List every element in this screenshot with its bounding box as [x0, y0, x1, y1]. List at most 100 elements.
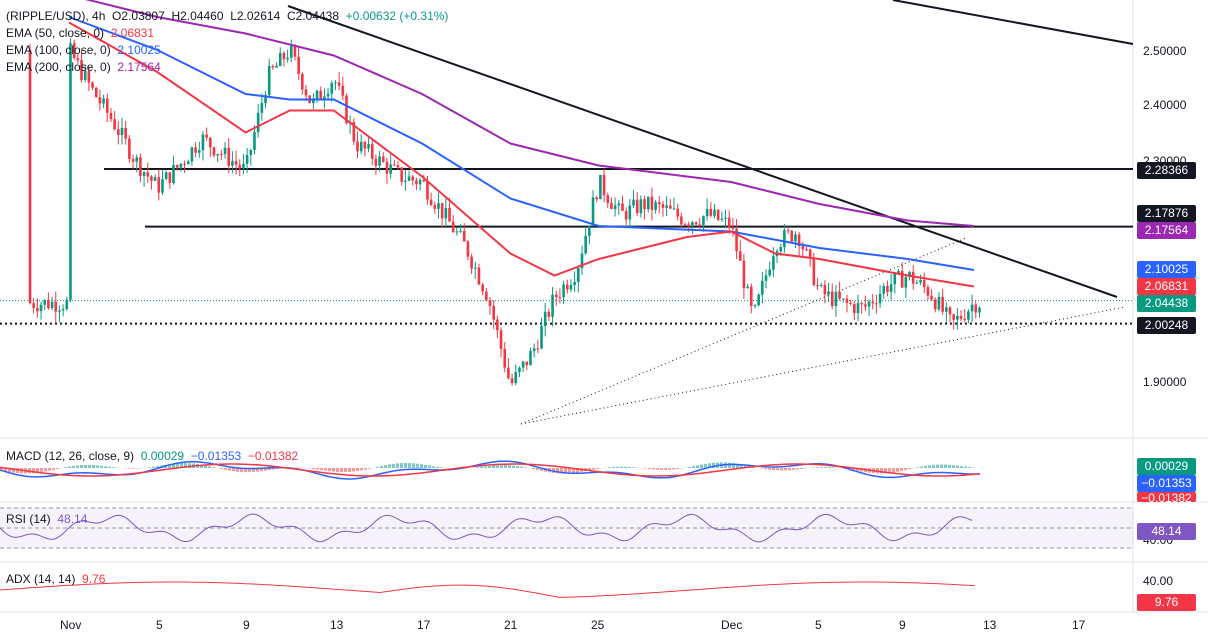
time-tick: 13 — [330, 618, 344, 632]
candle-body — [249, 149, 253, 155]
level-tag-lower[interactable]: 2.00248 — [1137, 317, 1196, 334]
candle-body — [967, 311, 970, 320]
candle-body — [849, 302, 852, 304]
ema50-label: EMA (50, close, 0) — [6, 26, 105, 40]
macd-histogram-bar — [888, 468, 891, 473]
candle-body — [72, 43, 76, 59]
macd-histogram-bar — [108, 466, 111, 468]
macd-histogram-bar — [768, 468, 771, 470]
ema200-tag[interactable]: 2.17564 — [1137, 222, 1196, 239]
rsi-legend[interactable]: RSI (14) 48.14 — [6, 512, 87, 526]
candle-body — [554, 294, 558, 298]
adx-legend[interactable]: ADX (14, 14) 9.76 — [6, 572, 105, 586]
rsi-label: RSI (14) — [6, 512, 51, 526]
candle-body — [650, 196, 654, 210]
macd-histogram-bar — [352, 468, 355, 472]
macd-histogram-bar — [40, 468, 43, 473]
macd-histogram-bar — [892, 468, 895, 473]
candle-body — [709, 208, 713, 216]
macd-histogram-bar — [476, 467, 479, 468]
level-tag-middle[interactable]: 2.17876 — [1137, 205, 1196, 222]
macd-histogram-bar — [644, 468, 647, 469]
macd-histogram-bar — [572, 468, 575, 474]
candle-body — [606, 195, 610, 203]
macd-histogram-bar — [388, 464, 391, 468]
candle-body — [794, 234, 797, 242]
macd-histogram-bar — [612, 466, 615, 468]
macd-histogram-bar — [780, 468, 783, 471]
macd-histogram-bar — [648, 468, 651, 470]
macd-histogram-bar — [932, 464, 935, 468]
macd-histogram-bar — [500, 464, 503, 468]
adx-line — [0, 581, 976, 598]
macd-histogram-bar — [820, 467, 823, 468]
macd-histogram-bar — [624, 466, 627, 468]
candle-body — [448, 207, 451, 222]
candle-body — [65, 299, 69, 309]
candle-body — [529, 351, 532, 366]
candle-body — [543, 311, 547, 327]
macd-histogram-bar — [408, 463, 411, 468]
macd-histogram-bar — [332, 468, 335, 472]
ema50-tag[interactable]: 2.06831 — [1137, 278, 1196, 295]
macd-line-value: −0.01353 — [190, 449, 242, 463]
candle-body — [669, 205, 672, 209]
ema100-legend[interactable]: EMA (100, close, 0) 2.10025 — [6, 42, 161, 58]
ema50-legend[interactable]: EMA (50, close, 0) 2.06831 — [6, 25, 154, 41]
candle-body — [50, 301, 54, 309]
candle-body — [716, 209, 720, 220]
macd-histogram-bar — [764, 468, 767, 470]
candle-body — [124, 127, 127, 139]
candle-body — [400, 167, 403, 182]
candle-body — [867, 301, 871, 307]
macd-histogram-bar — [660, 468, 663, 470]
macd-legend[interactable]: MACD (12, 26, close, 9) 0.00029 −0.01353… — [6, 449, 298, 463]
price-tick: 2.40000 — [1143, 98, 1187, 112]
macd-histogram-bar — [148, 467, 151, 468]
ema200-legend[interactable]: EMA (200, close, 0) 2.17564 — [6, 59, 161, 75]
macd-histogram-bar — [800, 468, 803, 469]
last-price-tag[interactable]: 2.04438 — [1137, 295, 1196, 312]
candle-body — [179, 163, 183, 168]
macd-histogram-bar — [700, 464, 703, 468]
ema100-tag[interactable]: 2.10025 — [1137, 261, 1196, 278]
candle-body — [212, 147, 216, 156]
macd-histogram-bar — [220, 468, 223, 469]
macd-histogram-bar — [252, 468, 255, 472]
candle-body — [223, 147, 227, 155]
macd-histogram-bar — [276, 468, 279, 469]
ema100-label: EMA (100, close, 0) — [6, 43, 111, 57]
macd-histogram-bar — [440, 467, 443, 468]
macd-histogram-bar — [964, 466, 967, 468]
candle-body — [98, 97, 102, 104]
candle-body — [462, 230, 466, 242]
candle-body — [271, 66, 275, 68]
candle-body — [113, 119, 116, 130]
candle-body — [783, 230, 786, 248]
macd-histogram-bar — [112, 467, 115, 468]
macd-histogram-bar — [344, 468, 347, 473]
macd-histogram-bar — [944, 464, 947, 468]
macd-histogram-bar — [712, 462, 715, 468]
macd-histogram-bar — [12, 468, 15, 473]
candle-body — [753, 305, 757, 307]
candle-body — [952, 314, 955, 320]
macd-histogram-bar — [316, 468, 319, 470]
macd-histogram-bar — [732, 463, 735, 468]
candle-body — [845, 298, 849, 303]
level-tag-upper[interactable]: 2.28366 — [1137, 162, 1196, 179]
candle-body — [772, 256, 775, 270]
candle-body — [385, 161, 389, 174]
macd-hist-value: 0.00029 — [140, 449, 185, 463]
macd-histogram-bar — [816, 467, 819, 468]
macd-signal-line — [0, 463, 981, 477]
adx-tag: 9.76 — [1137, 594, 1196, 611]
candle-body — [757, 294, 760, 306]
symbol-title[interactable]: (RIPPLE/USD), 4h — [6, 9, 106, 23]
candle-body — [860, 303, 863, 305]
macd-histogram-bar — [336, 468, 339, 472]
candle-body — [624, 210, 628, 220]
adx-pane — [0, 581, 976, 598]
macd-signal-tag: −0.01382 — [1137, 492, 1196, 502]
